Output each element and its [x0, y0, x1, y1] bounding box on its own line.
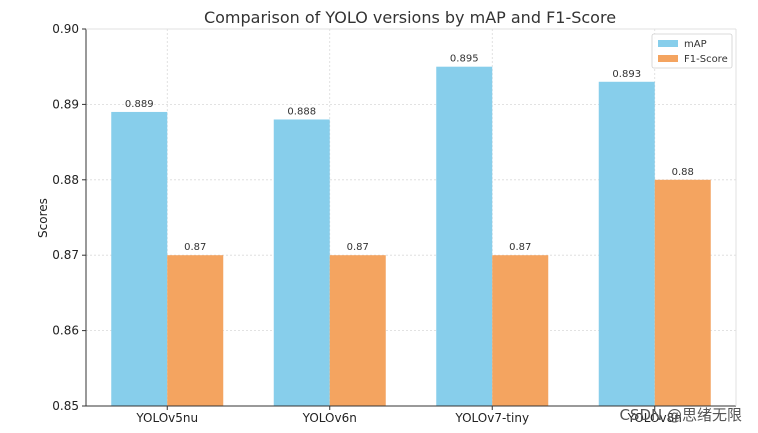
y-axis-label: Scores	[36, 198, 50, 238]
x-tick-label-2: YOLOv7-tiny	[454, 411, 529, 425]
bar-map-1	[273, 119, 330, 406]
watermark: CSDN @思绪无限	[619, 406, 742, 424]
data-label-f1-score-3: 0.88	[672, 167, 694, 178]
bar-f1-score-3	[654, 179, 711, 406]
y-tick-label-2: 0.87	[52, 248, 79, 262]
data-label-map-2: 0.895	[450, 54, 479, 65]
y-tick-label-1: 0.86	[52, 324, 79, 338]
x-axis-ticks: YOLOv5nu YOLOv6n YOLOv7-tiny YOLOv8n	[135, 406, 682, 425]
bar-f1-score-1	[329, 255, 386, 406]
x-tick-label-1: YOLOv6n	[302, 411, 357, 425]
x-tick-label-0: YOLOv5nu	[135, 411, 198, 425]
y-tick-label-3: 0.88	[52, 173, 79, 187]
bar-map-2	[436, 66, 493, 406]
bar-map-3	[598, 81, 655, 406]
data-label-f1-score-1: 0.87	[347, 242, 369, 253]
data-label-map-3: 0.893	[612, 69, 641, 80]
legend-label-f1-score: F1-Score	[684, 54, 728, 65]
legend-swatch-map	[658, 40, 678, 47]
chart-title: Comparison of YOLO versions by mAP and F…	[204, 8, 616, 27]
legend-swatch-f1-score	[658, 55, 678, 62]
y-tick-label-0: 0.85	[52, 399, 79, 413]
y-axis-ticks: 0.85 0.86 0.87 0.88 0.89 0.90	[52, 22, 86, 413]
data-label-map-1: 0.888	[287, 106, 316, 117]
data-labels: 0.889 0.888 0.895 0.893 0.87 0.87 0.87 0.88	[125, 54, 694, 253]
y-tick-label-5: 0.90	[52, 22, 79, 36]
data-label-f1-score-2: 0.87	[509, 242, 531, 253]
legend-label-map: mAP	[684, 39, 707, 50]
legend: mAP F1-Score	[651, 33, 733, 69]
data-label-map-0: 0.889	[125, 99, 154, 110]
data-label-f1-score-0: 0.87	[184, 242, 206, 253]
bar-f1-score-2	[492, 255, 549, 406]
bars	[111, 66, 711, 406]
x-tick-label-3: YOLOv8n	[627, 411, 682, 425]
bar-f1-score-0	[167, 255, 224, 406]
bar-map-0	[111, 111, 168, 406]
y-tick-label-4: 0.89	[52, 97, 79, 111]
axes	[85, 28, 737, 407]
